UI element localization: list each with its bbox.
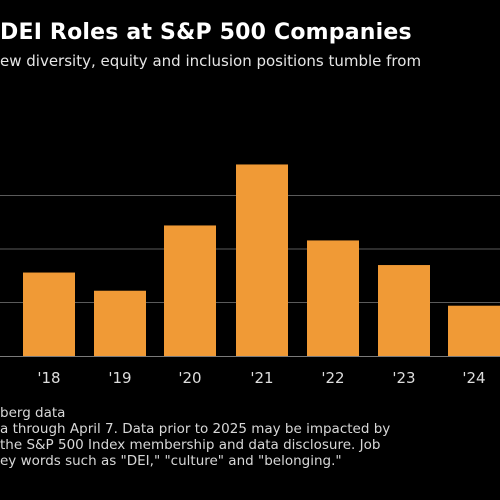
x-tick-label: '23 xyxy=(392,369,415,387)
x-tick-label: '24 xyxy=(462,369,485,387)
bar-23 xyxy=(378,265,430,356)
x-tick-label: '20 xyxy=(178,369,201,387)
chart-subtitle: ew diversity, equity and inclusion posit… xyxy=(0,52,422,70)
x-tick-label: '22 xyxy=(321,369,344,387)
footnote-line-1: a through April 7. Data prior to 2025 ma… xyxy=(0,421,391,437)
footnote: berg data a through April 7. Data prior … xyxy=(0,405,500,469)
x-tick-label: '18 xyxy=(37,369,60,387)
footnote-source: berg data xyxy=(0,405,66,421)
x-tick-label: '19 xyxy=(108,369,131,387)
bar-20 xyxy=(164,225,216,356)
bar-24 xyxy=(448,305,500,356)
footnote-line-3: ey words such as "DEI," "culture" and "b… xyxy=(0,453,342,469)
bar-18 xyxy=(23,272,75,356)
x-tick-label: '21 xyxy=(250,369,273,387)
chart-title: DEI Roles at S&P 500 Companies xyxy=(0,20,412,45)
bar-21 xyxy=(236,164,288,356)
bar-19 xyxy=(94,290,146,356)
bar-22 xyxy=(307,240,359,356)
footnote-line-2: the S&P 500 Index membership and data di… xyxy=(0,437,381,453)
